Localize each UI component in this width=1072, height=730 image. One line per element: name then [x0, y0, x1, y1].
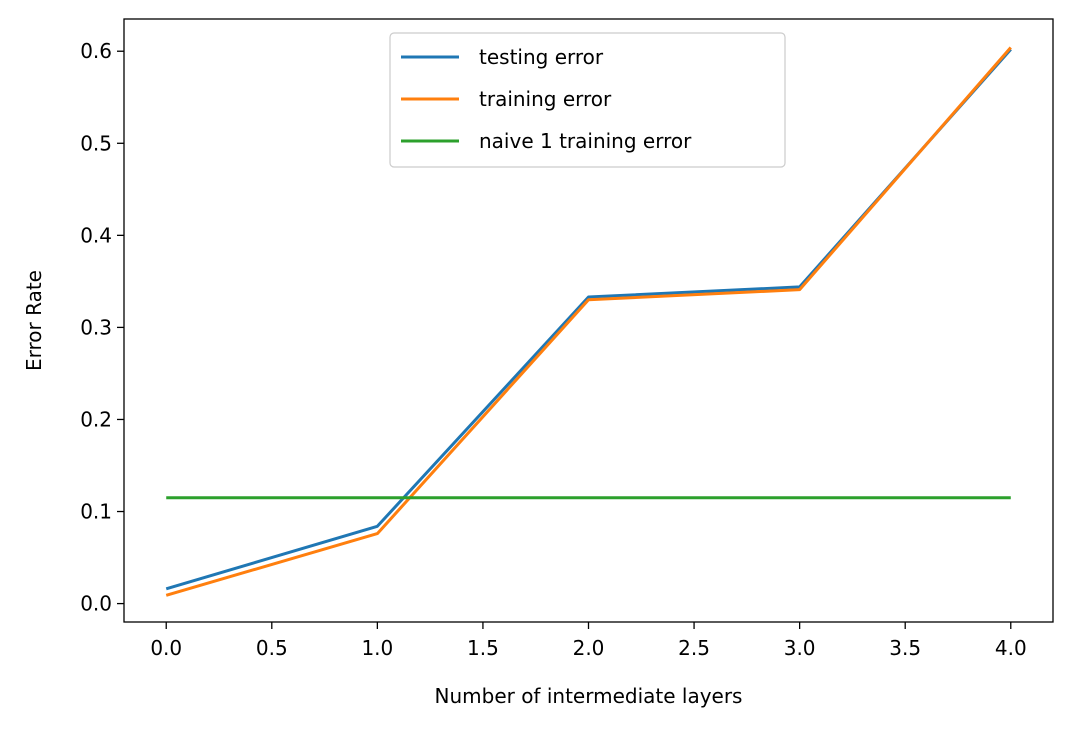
y-axis: 0.0 0.1 0.2 0.3 0.4 0.5 0.6: [80, 39, 124, 616]
series-line-1: [165, 46, 1012, 597]
y-tick-label: 0.4: [80, 223, 112, 247]
legend-label: testing error: [479, 45, 604, 69]
x-tick-label: 1.0: [361, 636, 393, 660]
y-tick-label: 0.2: [80, 407, 112, 431]
x-tick-label: 3.0: [784, 636, 816, 660]
x-tick-label: 0.0: [150, 636, 182, 660]
y-tick-label: 0.6: [80, 39, 112, 63]
x-axis: 0.0 0.5 1.0 1.5 2.0 2.5 3.0 3.5 4.0: [150, 622, 1027, 660]
legend-box: [389, 32, 786, 168]
y-tick-label: 0.3: [80, 315, 112, 339]
x-tick-label: 1.5: [467, 636, 499, 660]
y-tick-label: 0.1: [80, 500, 112, 524]
x-tick-label: 2.0: [573, 636, 605, 660]
y-tick-label: 0.0: [80, 592, 112, 616]
x-tick-label: 3.5: [889, 636, 921, 660]
legend-label: naive 1 training error: [479, 129, 692, 153]
legend-label: training error: [479, 87, 612, 111]
x-tick-label: 0.5: [256, 636, 288, 660]
x-axis-label: Number of intermediate layers: [435, 684, 743, 708]
y-axis-label: Error Rate: [22, 270, 46, 371]
y-tick-label: 0.5: [80, 131, 112, 155]
x-tick-label: 4.0: [995, 636, 1027, 660]
x-tick-label: 2.5: [678, 636, 710, 660]
series-layer: [165, 46, 1012, 597]
legend: testing error training error naive 1 train…: [389, 32, 786, 168]
